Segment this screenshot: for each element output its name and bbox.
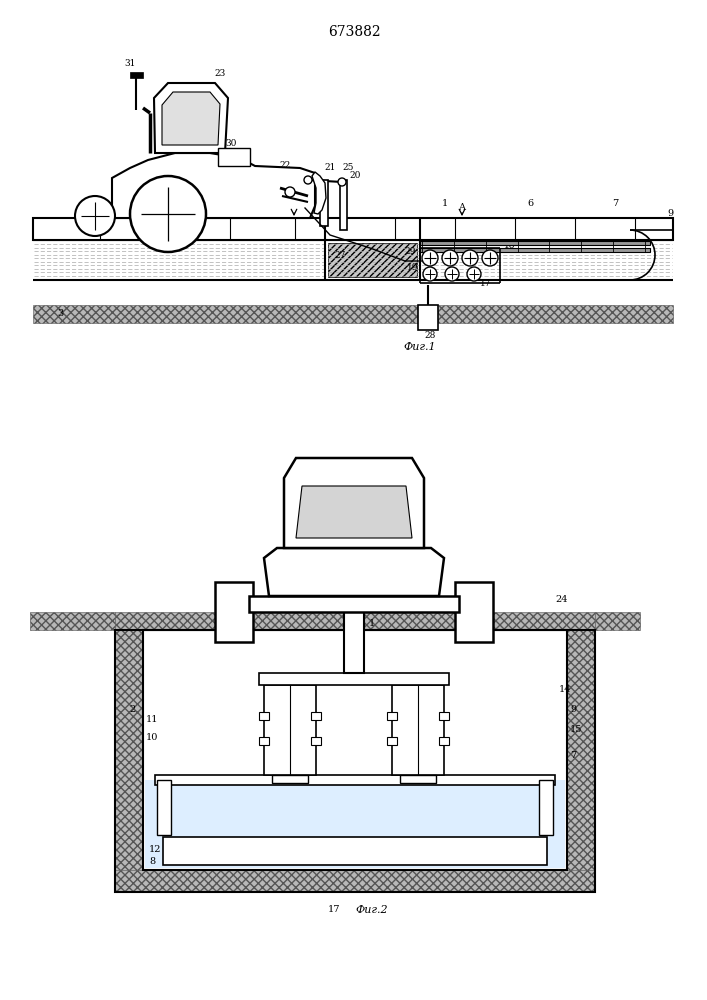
Bar [259, 737, 269, 745]
Text: 1: 1 [369, 619, 375, 629]
Polygon shape [296, 486, 412, 538]
Circle shape [482, 250, 498, 266]
Bar [143, 630, 567, 870]
Circle shape [304, 176, 312, 184]
Text: 18: 18 [504, 241, 515, 250]
Bar [392, 685, 444, 775]
Text: 16: 16 [394, 726, 407, 734]
Bar [33, 218, 673, 240]
Bar [311, 737, 321, 745]
Bar [115, 630, 143, 892]
Bar [567, 630, 595, 892]
Text: 19: 19 [407, 263, 419, 272]
Bar [155, 775, 555, 785]
Bar [157, 780, 171, 835]
Text: 31: 31 [124, 58, 136, 68]
Bar [33, 305, 673, 323]
Circle shape [442, 250, 458, 266]
Bar [418, 305, 438, 330]
Bar [264, 685, 316, 775]
Circle shape [338, 178, 346, 186]
Text: 10: 10 [146, 734, 158, 742]
Text: 27: 27 [334, 250, 346, 259]
Polygon shape [312, 172, 326, 214]
Bar [163, 837, 547, 865]
Text: 6: 6 [527, 198, 533, 208]
Text: 3: 3 [57, 308, 63, 318]
Circle shape [422, 250, 438, 266]
Circle shape [130, 176, 206, 252]
Bar [218, 148, 250, 166]
Bar [387, 712, 397, 720]
Bar [115, 612, 595, 630]
Text: 24: 24 [555, 595, 568, 604]
Polygon shape [264, 548, 444, 596]
Text: 12: 12 [149, 846, 161, 854]
Text: 11: 11 [146, 716, 158, 724]
Bar [539, 780, 553, 835]
Bar [455, 582, 493, 642]
Circle shape [467, 267, 481, 281]
Text: 17: 17 [480, 279, 492, 288]
Bar [215, 582, 253, 642]
Text: A: A [291, 202, 298, 212]
Text: 23: 23 [214, 68, 226, 78]
Bar [439, 712, 449, 720]
Bar [595, 612, 640, 630]
Circle shape [285, 187, 295, 197]
Circle shape [445, 267, 459, 281]
Text: 7: 7 [612, 198, 618, 208]
Text: 29: 29 [404, 247, 416, 256]
Text: 22: 22 [279, 161, 291, 170]
Text: 25: 25 [342, 163, 354, 172]
Text: 9: 9 [667, 209, 673, 218]
Text: 17: 17 [328, 906, 340, 914]
Polygon shape [112, 153, 315, 218]
Text: 28: 28 [424, 330, 436, 340]
Text: 8: 8 [149, 857, 155, 866]
Bar [115, 630, 595, 892]
Circle shape [75, 196, 115, 236]
Text: 9: 9 [570, 706, 576, 714]
Bar [320, 180, 328, 226]
Text: 14: 14 [559, 686, 571, 694]
Bar [328, 243, 417, 277]
Circle shape [462, 250, 478, 266]
Polygon shape [284, 458, 424, 548]
Text: 6: 6 [369, 605, 375, 614]
Text: 13: 13 [266, 726, 279, 734]
Bar [272, 775, 308, 783]
Text: 21: 21 [325, 163, 336, 172]
Text: 7: 7 [570, 750, 576, 760]
Bar [344, 570, 364, 673]
Text: 1: 1 [442, 198, 448, 208]
Circle shape [423, 267, 437, 281]
Bar [400, 775, 436, 783]
Bar [387, 737, 397, 745]
Bar [259, 712, 269, 720]
Text: 673882: 673882 [327, 25, 380, 39]
Polygon shape [154, 83, 228, 153]
Bar [249, 596, 459, 612]
Text: A: A [459, 202, 465, 212]
Bar [420, 241, 650, 245]
Bar [145, 780, 565, 868]
Text: 26: 26 [264, 174, 276, 182]
Bar [259, 673, 449, 685]
Bar [439, 737, 449, 745]
Text: Фиг.1: Фиг.1 [404, 342, 436, 352]
Text: 2: 2 [129, 706, 135, 714]
Text: Фиг.2: Фиг.2 [356, 905, 388, 915]
Bar [311, 712, 321, 720]
Text: 15: 15 [570, 726, 583, 734]
Bar [420, 248, 650, 252]
Text: 20: 20 [349, 172, 361, 180]
Bar [115, 870, 595, 892]
Text: 30: 30 [226, 138, 237, 147]
Bar [30, 612, 115, 630]
Polygon shape [162, 92, 220, 145]
Bar [340, 180, 347, 230]
Bar [130, 72, 143, 78]
